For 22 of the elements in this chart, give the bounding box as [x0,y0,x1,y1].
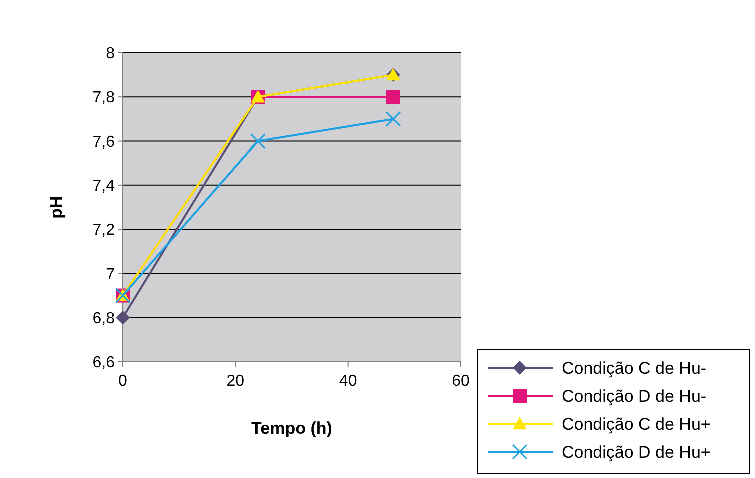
legend-label: Condição C de Hu- [562,358,707,378]
y-tick-label: 7,6 [92,134,116,151]
y-tick-label: 8 [106,46,116,63]
y-tick-label: 7,4 [92,178,116,196]
x-tick-label: 40 [339,373,358,390]
y-tick-label: 7 [106,266,116,284]
point [250,134,266,150]
x-tick-label: 20 [226,373,245,390]
point [386,90,400,104]
y-axis-title: pH [47,196,66,219]
legend-label: Condição D de Hu+ [562,442,711,462]
y-tick-label: 7,2 [92,222,116,240]
x-tick-label: 60 [452,373,470,390]
y-tick-label: 6,8 [92,310,116,328]
x-axis-title: Tempo (h) [252,419,332,438]
y-tick-label: 6,6 [92,354,116,372]
x-tick-label: 0 [118,373,128,390]
legend-label: Condição D de Hu- [562,386,707,406]
point [386,111,402,127]
y-tick-label: 7,8 [92,90,116,107]
legend-label: Condição C de Hu+ [562,414,711,434]
point [116,310,130,325]
